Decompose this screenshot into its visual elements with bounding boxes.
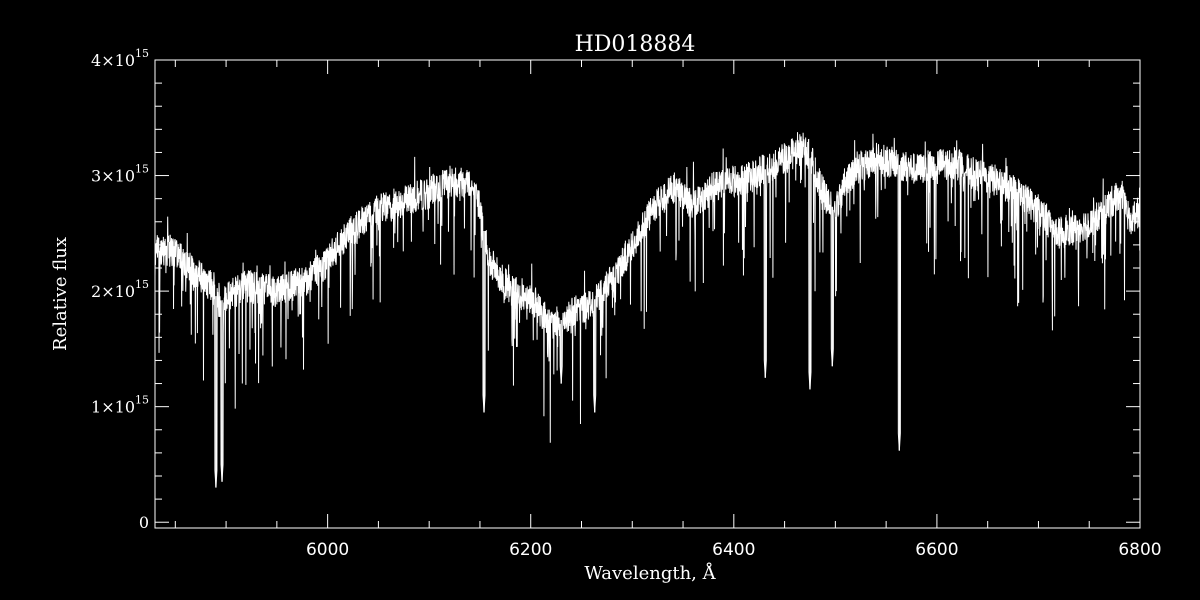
y-axis: 0 1×1015 2×1015 3×1015 4×1015 [91, 47, 1140, 532]
chart-title: HD018884 [575, 32, 696, 57]
y-tick-label: 3×1015 [91, 163, 149, 186]
x-tick-label: 6800 [1118, 540, 1161, 560]
spectrum-series-line [154, 132, 1141, 488]
y-tick-label: 1×1015 [91, 394, 149, 417]
y-axis-label: Relative flux [50, 237, 71, 351]
x-axis-label: Wavelength, Å [584, 562, 716, 584]
x-tick-label: 6000 [306, 540, 349, 560]
y-tick-label: 4×1015 [91, 47, 149, 70]
x-tick-label: 6400 [712, 540, 755, 560]
x-tick-label: 6600 [915, 540, 958, 560]
y-tick-label: 0 [139, 513, 149, 532]
x-axis: 6000 6200 6400 6600 6800 [174, 60, 1162, 560]
y-tick-label: 2×1015 [91, 278, 149, 301]
plot-frame [154, 59, 1141, 529]
x-tick-label: 6200 [509, 540, 552, 560]
series-layer [154, 132, 1141, 488]
